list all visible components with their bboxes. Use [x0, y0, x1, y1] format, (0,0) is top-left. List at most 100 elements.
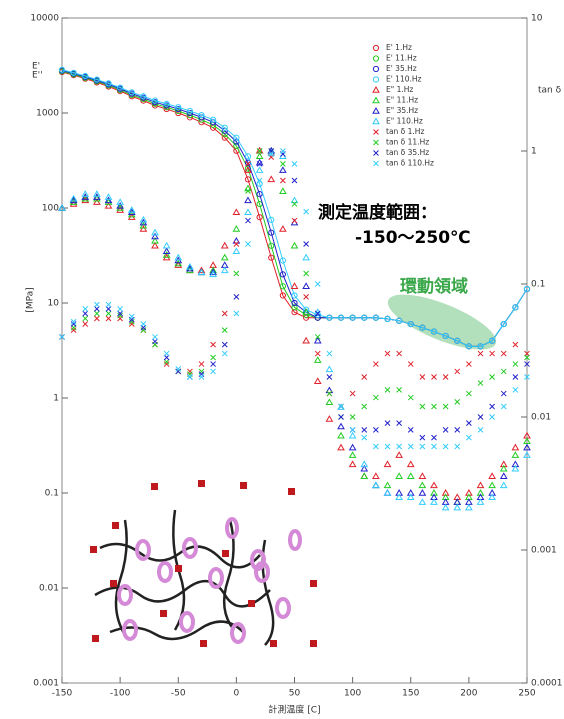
data-point — [164, 351, 169, 356]
data-point — [408, 362, 413, 367]
data-point — [269, 151, 274, 156]
data-point — [455, 399, 460, 404]
data-point — [245, 209, 251, 214]
data-point — [385, 444, 390, 449]
x-tick-label: -100 — [110, 689, 131, 699]
data-point — [396, 452, 402, 457]
x-tick-label: -50 — [171, 689, 186, 699]
data-point — [199, 362, 204, 367]
data-point — [443, 374, 448, 379]
data-point — [350, 433, 356, 438]
data-point — [326, 366, 332, 371]
data-point — [466, 391, 471, 396]
data-point — [233, 209, 239, 214]
data-point — [315, 378, 321, 383]
y2-axis-label: tan δ — [538, 86, 562, 96]
legend-marker — [373, 87, 379, 92]
data-point — [385, 351, 390, 356]
y2-tick-label: 10 — [531, 14, 543, 24]
data-point — [315, 357, 321, 362]
data-point — [176, 366, 181, 371]
data-point — [350, 445, 356, 450]
data-point — [512, 452, 518, 457]
data-point — [385, 490, 391, 495]
legend-marker — [373, 77, 378, 82]
molecule-diagram — [95, 510, 273, 645]
data-point — [490, 351, 495, 356]
data-point — [420, 444, 425, 449]
data-point — [443, 427, 448, 432]
data-point — [106, 306, 111, 311]
data-point — [489, 473, 495, 478]
data-point — [466, 435, 471, 440]
y-axis-label: [MPa] — [26, 287, 36, 312]
data-point — [327, 374, 332, 379]
data-point — [234, 311, 239, 316]
data-point — [350, 452, 356, 457]
data-point — [489, 482, 495, 487]
x-tick-label: -150 — [52, 689, 73, 699]
data-point — [292, 243, 298, 248]
data-point — [233, 226, 239, 231]
y2-tick-label: 0.001 — [531, 546, 557, 556]
data-point — [501, 473, 507, 478]
data-point — [408, 461, 414, 466]
data-point — [83, 322, 88, 327]
data-point — [280, 178, 285, 183]
data-point — [176, 369, 181, 374]
data-point — [443, 505, 449, 510]
legend-marker — [374, 151, 379, 156]
data-point — [234, 294, 239, 299]
data-point — [153, 339, 158, 344]
data-point — [246, 241, 251, 246]
data-point — [339, 415, 344, 420]
data-point — [304, 294, 309, 299]
legend-label: E' 35.Hz — [386, 64, 417, 73]
legend-label: E" 35.Hz — [386, 106, 418, 115]
data-point — [455, 369, 460, 374]
data-point — [338, 445, 344, 450]
annotation: 環動領域 — [400, 276, 468, 297]
data-point — [94, 302, 99, 307]
data-point — [327, 351, 332, 356]
data-point — [397, 387, 402, 392]
data-point — [501, 369, 506, 374]
data-point — [478, 351, 483, 356]
data-point — [419, 490, 425, 495]
chart: 0.0010.010.11101001000100000.00010.0010.… — [0, 0, 564, 719]
data-point — [362, 404, 367, 409]
data-point — [362, 427, 367, 432]
data-point — [222, 255, 228, 260]
x-tick-label: 50 — [289, 689, 301, 699]
plot-frame — [62, 18, 527, 683]
data-point — [373, 395, 378, 400]
data-point — [513, 374, 518, 379]
data-point — [338, 433, 344, 438]
data-point — [280, 226, 286, 231]
y2-tick-label: 1 — [531, 147, 537, 157]
data-point — [211, 355, 216, 360]
data-point — [71, 328, 76, 333]
legend-marker — [374, 140, 379, 145]
legend-marker — [373, 98, 379, 103]
x-axis-label: 計測温度 [C] — [268, 704, 320, 716]
data-point — [432, 444, 437, 449]
data-point — [234, 271, 239, 276]
data-point — [361, 473, 367, 478]
data-point — [303, 338, 309, 343]
data-point — [292, 283, 298, 288]
data-point — [83, 311, 88, 316]
data-point — [443, 444, 448, 449]
data-point — [234, 241, 239, 246]
data-point — [257, 167, 263, 172]
data-point — [222, 328, 227, 333]
y-tick-label: 10 — [48, 299, 60, 309]
y-tick-label: 0.1 — [45, 489, 59, 499]
y-tick-label: 0.01 — [39, 584, 59, 594]
data-point — [512, 445, 518, 450]
data-point — [164, 243, 170, 248]
data-point — [327, 391, 332, 396]
data-point — [432, 435, 437, 440]
legend-label: E" 110.Hz — [386, 117, 423, 126]
data-point — [211, 369, 216, 374]
